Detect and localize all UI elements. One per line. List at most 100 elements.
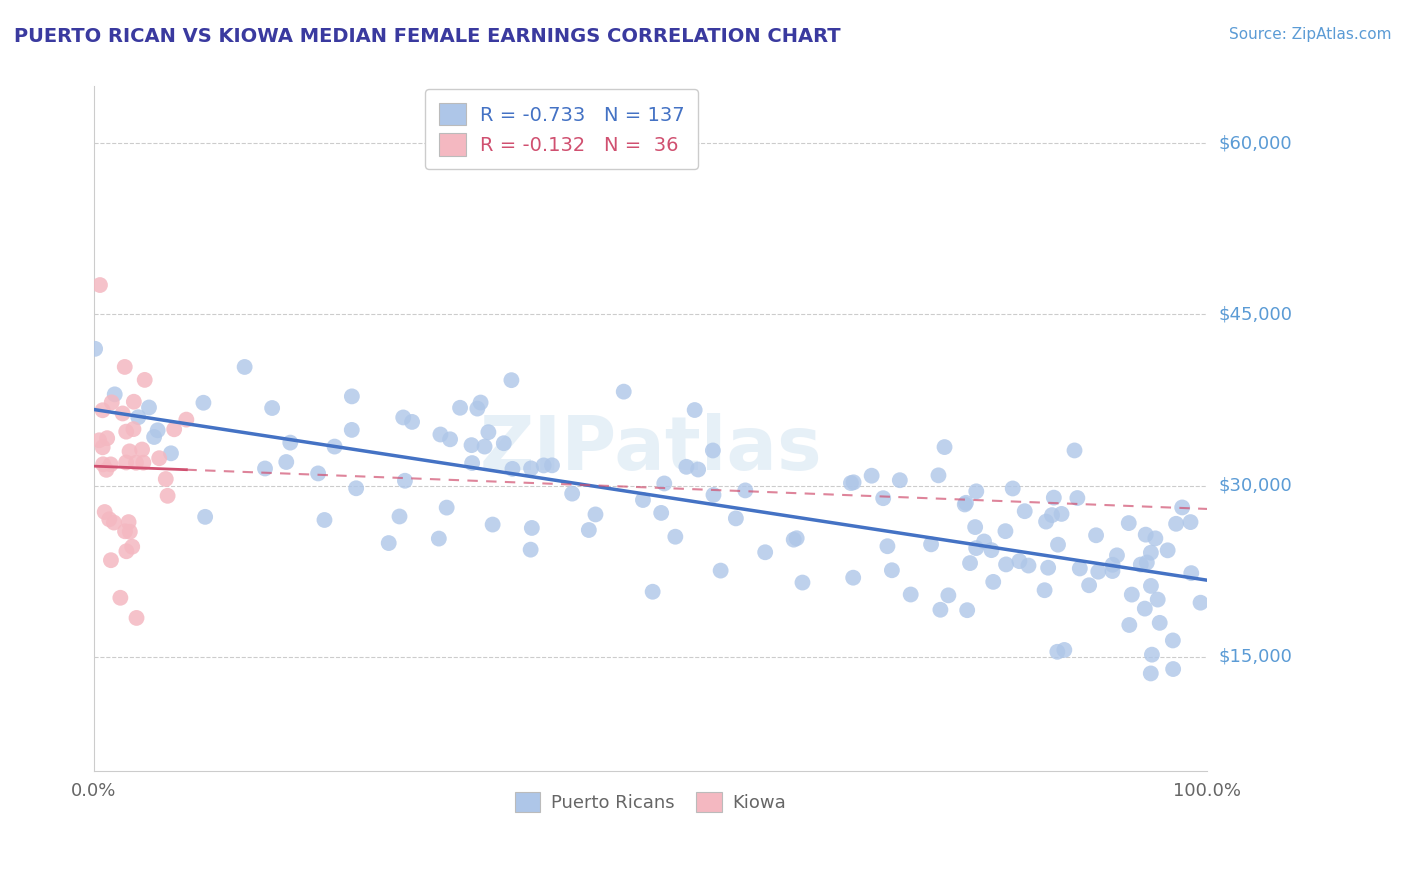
Text: ZIPatlas: ZIPatlas — [479, 413, 823, 485]
Point — [995, 558, 1018, 572]
Point — [1121, 588, 1143, 602]
Point — [474, 440, 496, 454]
Point — [93, 505, 115, 519]
Point — [1161, 662, 1184, 676]
Point — [541, 458, 564, 473]
Point — [1078, 578, 1101, 592]
Point — [163, 422, 186, 436]
Point — [340, 423, 363, 437]
Point — [278, 435, 301, 450]
Point — [1136, 556, 1159, 570]
Text: $60,000: $60,000 — [1219, 135, 1292, 153]
Point — [876, 539, 898, 553]
Point — [114, 359, 136, 374]
Point — [233, 359, 256, 374]
Point — [91, 440, 114, 454]
Point — [1036, 560, 1059, 574]
Point — [477, 425, 499, 440]
Point — [501, 373, 523, 387]
Point — [160, 446, 183, 460]
Point — [956, 603, 979, 617]
Point — [146, 423, 169, 437]
Point — [724, 511, 747, 525]
Point — [103, 516, 125, 530]
Point — [959, 556, 981, 570]
Text: Source: ZipAtlas.com: Source: ZipAtlas.com — [1229, 27, 1392, 42]
Point — [114, 524, 136, 539]
Point — [1046, 538, 1069, 552]
Point — [929, 603, 952, 617]
Point — [117, 515, 139, 529]
Point — [980, 543, 1002, 558]
Point — [664, 530, 686, 544]
Point — [340, 389, 363, 403]
Point — [96, 463, 118, 477]
Point — [100, 395, 122, 409]
Point — [1085, 528, 1108, 542]
Point — [1118, 618, 1140, 632]
Point — [115, 544, 138, 558]
Point — [1087, 565, 1109, 579]
Point — [262, 401, 284, 415]
Point — [613, 384, 636, 399]
Point — [860, 468, 883, 483]
Point — [100, 458, 122, 472]
Point — [143, 430, 166, 444]
Point — [460, 438, 482, 452]
Point — [1043, 491, 1066, 505]
Point — [481, 517, 503, 532]
Point — [1066, 491, 1088, 505]
Point — [132, 456, 155, 470]
Point — [115, 455, 138, 469]
Point — [675, 459, 697, 474]
Point — [461, 456, 484, 470]
Point — [520, 521, 543, 535]
Point — [702, 443, 724, 458]
Point — [1014, 504, 1036, 518]
Point — [842, 475, 865, 490]
Point — [1140, 546, 1163, 560]
Point — [492, 436, 515, 450]
Point — [1101, 564, 1123, 578]
Point — [131, 442, 153, 457]
Point — [111, 407, 134, 421]
Point — [955, 496, 977, 510]
Point — [783, 533, 806, 547]
Point — [1035, 515, 1057, 529]
Point — [965, 520, 987, 534]
Point — [84, 342, 107, 356]
Point — [1149, 615, 1171, 630]
Point — [314, 513, 336, 527]
Point — [519, 542, 541, 557]
Point — [122, 422, 145, 436]
Point — [127, 410, 149, 425]
Point — [1040, 508, 1063, 522]
Point — [98, 512, 121, 526]
Point — [1140, 579, 1163, 593]
Point — [253, 461, 276, 475]
Point — [839, 476, 862, 491]
Point — [1008, 554, 1031, 568]
Point — [953, 498, 976, 512]
Point — [965, 541, 987, 555]
Point — [1135, 527, 1157, 541]
Point — [121, 540, 143, 554]
Point — [388, 509, 411, 524]
Point — [104, 387, 127, 401]
Point — [1063, 443, 1085, 458]
Point — [194, 509, 217, 524]
Point — [1033, 583, 1056, 598]
Point — [323, 440, 346, 454]
Point — [994, 524, 1017, 538]
Point — [1146, 592, 1168, 607]
Point — [91, 457, 114, 471]
Point — [965, 484, 987, 499]
Point — [981, 574, 1004, 589]
Point — [427, 532, 450, 546]
Point — [176, 412, 198, 426]
Point — [792, 575, 814, 590]
Point — [1129, 558, 1152, 572]
Point — [702, 488, 724, 502]
Point — [900, 587, 922, 601]
Point — [401, 415, 423, 429]
